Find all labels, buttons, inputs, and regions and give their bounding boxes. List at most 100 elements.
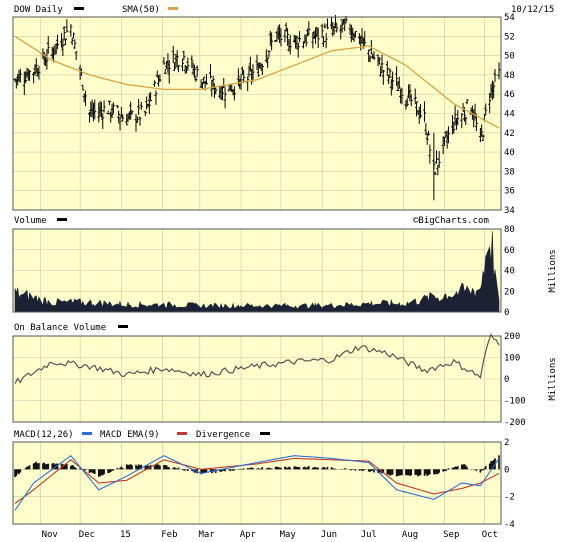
divergence-bar (131, 465, 133, 470)
divergence-bar (451, 467, 454, 470)
macd-legend-swatch (82, 432, 92, 435)
divergence-bar (302, 467, 305, 470)
divergence-bar (83, 469, 85, 471)
macd-header: MACD(12,26) MACD EMA(9) Divergence (14, 430, 270, 440)
divergence-bar (140, 464, 143, 470)
divergence-bar (370, 469, 373, 472)
symbol-legend-swatch (74, 7, 84, 10)
divergence-bar (120, 466, 123, 470)
divergence-bar (284, 466, 286, 470)
y-tick-label: 54 (504, 13, 515, 23)
divergence-bar (401, 469, 403, 476)
divergence-bar (350, 469, 353, 471)
divergence-bar (228, 469, 230, 471)
divergence-bar (398, 469, 401, 476)
divergence-bar (433, 469, 435, 475)
y-tick-label: 46 (504, 90, 515, 100)
divergence-bar (51, 463, 54, 470)
divergence-bar (391, 469, 394, 475)
divergence-bar (165, 465, 168, 470)
divergence-bar (155, 464, 157, 470)
y-tick-label: 0 (504, 375, 509, 385)
x-tick-label: 15 (120, 530, 131, 540)
divergence-bar (362, 469, 365, 471)
divergence-bar (466, 467, 468, 470)
divergence-bar (475, 469, 478, 472)
divergence-bar (293, 466, 296, 470)
divergence-bar (266, 467, 269, 470)
divergence-bar (16, 469, 19, 474)
divergence-bar (91, 469, 93, 473)
x-tick-label: Oct (482, 530, 498, 540)
obv-panel: -200 -100 0 100 200 Millions (12, 332, 558, 428)
divergence-bar (201, 469, 204, 474)
macd-label: MACD(12,26) (14, 430, 74, 440)
divergence-bar (93, 469, 96, 475)
divergence-bar (42, 463, 44, 470)
divergence-bar (305, 467, 307, 470)
divergence-bar (52, 463, 55, 470)
divergence-bar (479, 469, 482, 473)
divergence-bar (14, 469, 16, 478)
y-tick-label: -2 (504, 493, 515, 503)
divergence-bar (136, 466, 139, 470)
divergence-bar (324, 467, 326, 470)
y-tick-label: 40 (504, 148, 515, 158)
y-tick-label: 2 (504, 438, 509, 448)
x-tick-label: Mar (198, 530, 215, 540)
divergence-bar (147, 465, 149, 470)
divergence-bar (177, 467, 180, 470)
divergence-bar (242, 468, 245, 470)
divergence-bar (220, 469, 222, 472)
divergence-bar (472, 469, 475, 470)
divergence-bar (18, 469, 20, 475)
divergence-bar (325, 468, 327, 470)
divergence-bar (399, 469, 402, 476)
divergence-bar (92, 469, 95, 474)
divergence-bar (417, 469, 419, 477)
divergence-bar (438, 469, 440, 473)
divergence-bar (407, 469, 410, 476)
divergence-bar (75, 468, 77, 470)
divergence-bar (492, 459, 495, 470)
divergence-bar (410, 469, 413, 476)
divergence-bar (382, 469, 385, 474)
divergence-bar (112, 469, 115, 471)
y-tick-label: 50 (504, 52, 515, 62)
watermark: ©BigCharts.com (413, 216, 489, 226)
divergence-bar (193, 469, 196, 473)
divergence-bar (322, 467, 325, 470)
divergence-bar (269, 468, 272, 470)
obv-label: On Balance Volume (14, 323, 106, 333)
divergence-bar (367, 469, 370, 472)
divergence-bar (70, 466, 72, 470)
divergence-bar (137, 464, 140, 470)
divergence-bar (71, 464, 73, 470)
x-tick-label: Dec (79, 530, 95, 540)
divergence-bar (452, 467, 455, 470)
divergence-bar (361, 469, 363, 471)
divergence-bar (442, 469, 444, 472)
y-tick-label: 100 (504, 354, 520, 364)
divergence-bar (462, 464, 464, 470)
divergence-bar (423, 469, 426, 476)
price-y-axis: 34 36 38 40 42 44 46 48 50 52 54 (504, 13, 515, 216)
divergence-bar (294, 466, 297, 470)
divergence-bar (172, 467, 175, 470)
divergence-bar (224, 469, 226, 472)
divergence-bar (278, 467, 281, 470)
divergence-bar (205, 469, 208, 473)
divergence-bar (144, 465, 147, 470)
divergence-bar (359, 469, 362, 471)
divergence-bar (312, 467, 314, 470)
divergence-bar (15, 469, 18, 477)
divergence-bar (24, 467, 27, 470)
volume-y-axis: 0 20 40 60 80 (504, 225, 515, 318)
y-tick-label: 80 (504, 225, 515, 235)
divergence-bar (159, 465, 161, 470)
divergence-bar (72, 465, 75, 470)
y-tick-label: 40 (504, 267, 515, 277)
divergence-bar (483, 467, 486, 470)
divergence-bar (286, 467, 289, 470)
